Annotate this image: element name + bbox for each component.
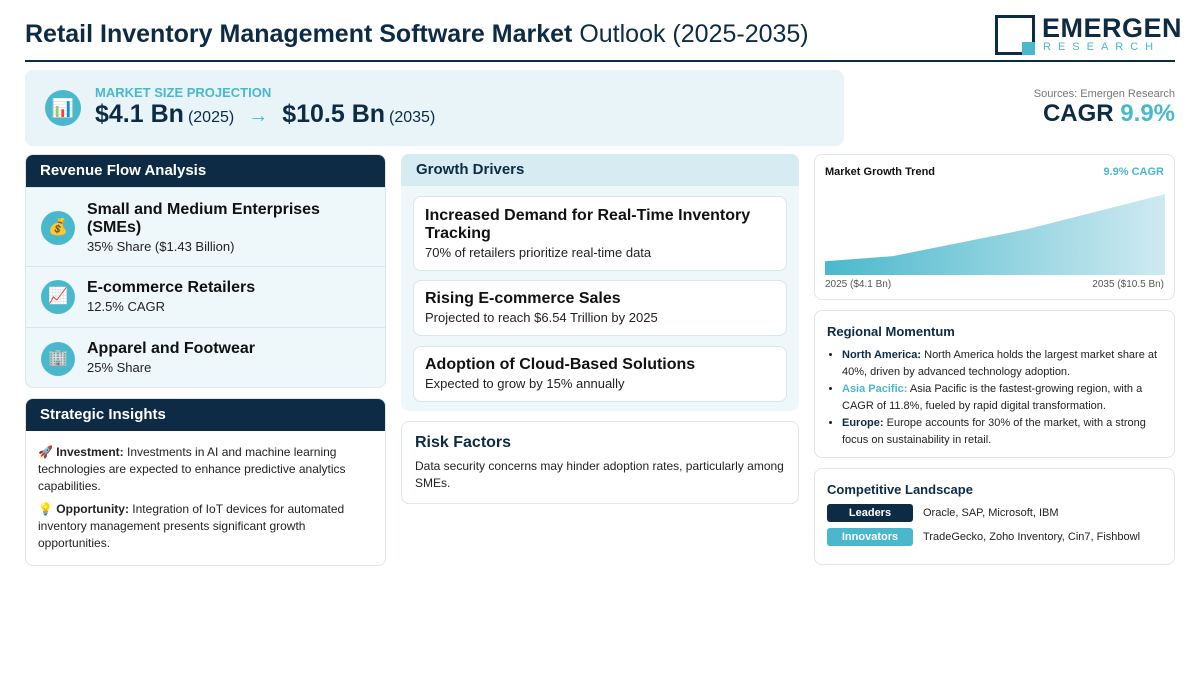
insight-label: Opportunity: <box>56 502 129 516</box>
driver-title: Rising E-commerce Sales <box>425 290 621 307</box>
bar-chart-icon: 📊 <box>45 90 81 126</box>
region-text: Europe accounts for 30% of the market, w… <box>842 417 1146 446</box>
region-item-europe: Europe: Europe accounts for 30% of the m… <box>842 415 1162 449</box>
growth-drivers-card: Growth Drivers Increased Demand for Real… <box>401 154 799 411</box>
lightbulb-icon: 💡 <box>38 502 53 516</box>
innovators-list: TradeGecko, Zoho Inventory, Cin7, Fishbo… <box>923 531 1141 543</box>
risk-factors-heading: Risk Factors <box>415 434 512 451</box>
revenue-item: 💰 Small and Medium Enterprises (SMEs) 35… <box>26 187 385 267</box>
end-year: (2035) <box>389 109 436 126</box>
risk-factors-card: Risk Factors Data security concerns may … <box>401 421 799 504</box>
revenue-item-sub: 35% Share ($1.43 Billion) <box>87 239 235 254</box>
strategic-insights-heading: Strategic Insights <box>26 399 385 431</box>
trend-end-label: 2035 ($10.5 Bn) <box>1092 279 1164 290</box>
region-name: Asia Pacific: <box>842 383 908 395</box>
title-rest: Outlook (2025-2035) <box>579 20 809 48</box>
logo-main-text: EMERGEN <box>1042 13 1183 43</box>
trend-title: Market Growth Trend <box>825 166 936 178</box>
arrow-icon: → <box>248 105 269 127</box>
competitive-landscape-heading: Competitive Landscape <box>827 482 973 497</box>
projection-label: MARKET SIZE PROJECTION <box>95 85 272 100</box>
cagr-label: CAGR <box>1042 100 1114 127</box>
driver-item: Rising E-commerce Sales Projected to rea… <box>413 280 787 336</box>
strategic-insights-card: Strategic Insights 🚀 Investment: Investm… <box>25 398 386 566</box>
start-year: (2025) <box>187 109 235 126</box>
driver-item: Adoption of Cloud-Based Solutions Expect… <box>413 346 787 402</box>
trend-area-chart <box>825 194 1165 275</box>
trend-area <box>825 194 1165 275</box>
driver-sub: Expected to grow by 15% annually <box>425 376 625 391</box>
driver-sub: 70% of retailers prioritize real-time da… <box>425 245 652 260</box>
region-item-north-america: North America: North America holds the l… <box>842 347 1162 381</box>
region-list: North America: North America holds the l… <box>842 347 1162 449</box>
market-size-projection: 📊 MARKET SIZE PROJECTION $4.1 Bn (2025) → $… <box>25 70 844 146</box>
trend-start-label: 2025 ($4.1 Bn) <box>825 279 892 290</box>
insight-text: Integration of IoT devices for automated… <box>38 502 345 550</box>
emergen-logo: EMERGEN RESEARCH <box>995 13 1182 56</box>
revenue-item-title: Apparel and Footwear <box>87 340 256 357</box>
revenue-item-title: E-commerce Retailers <box>87 279 256 296</box>
revenue-item: 🏢 Apparel and Footwear 25% Share <box>26 327 385 387</box>
region-text: North America holds the largest market s… <box>842 349 1158 378</box>
logo-sub-text: RESEARCH <box>1043 41 1161 53</box>
revenue-flow-card: Revenue Flow Analysis 💰 Small and Medium… <box>25 154 386 388</box>
building-icon: 🏢 <box>41 342 75 376</box>
revenue-item-title: Small and Medium Enterprises (SMEs) <box>87 201 320 236</box>
insight-investment: 🚀 Investment: Investments in AI and mach… <box>38 444 373 495</box>
growth-drivers-heading: Growth Drivers <box>401 154 799 186</box>
risk-factors-text: Data security concerns may hinder adopti… <box>415 459 784 490</box>
leaders-badge: Leaders <box>827 504 913 522</box>
logo-mark-icon <box>995 15 1035 55</box>
region-name: Europe: <box>842 417 884 429</box>
driver-item: Increased Demand for Real-Time Inventory… <box>413 196 787 271</box>
rocket-icon: 🚀 <box>38 445 53 459</box>
insight-label: Investment: <box>56 445 124 459</box>
region-name: North America: <box>842 349 922 361</box>
driver-title: Increased Demand for Real-Time Inventory… <box>425 207 751 242</box>
driver-sub: Projected to reach $6.54 Trillion by 202… <box>425 310 658 325</box>
revenue-item-sub: 25% Share <box>87 360 152 375</box>
start-value: $4.1 Bn <box>95 100 184 128</box>
revenue-item: 📈 E-commerce Retailers 12.5% CAGR <box>26 266 385 327</box>
cagr-value: 9.9% <box>1120 100 1175 127</box>
region-text: Asia Pacific is the fastest-growing regi… <box>842 383 1143 412</box>
projection-values: $4.1 Bn (2025) → $10.5 Bn (2035) <box>95 100 435 129</box>
insight-opportunity: 💡 Opportunity: Integration of IoT device… <box>38 501 373 552</box>
trend-cagr: 9.9% CAGR <box>1103 166 1164 178</box>
competitive-landscape-card: Competitive Landscape Leaders Oracle, SA… <box>814 468 1175 565</box>
page-title: Retail Inventory Management Software Mar… <box>25 20 809 49</box>
revenue-flow-heading: Revenue Flow Analysis <box>26 155 385 187</box>
title-bold: Retail Inventory Management Software Mar… <box>25 20 573 48</box>
market-growth-trend-card: Market Growth Trend 9.9% CAGR 2025 ($4.1… <box>814 154 1175 300</box>
page-header: Retail Inventory Management Software Mar… <box>25 12 1182 62</box>
regional-momentum-card: Regional Momentum North America: North A… <box>814 310 1175 458</box>
regional-momentum-heading: Regional Momentum <box>827 324 955 339</box>
sources-note: Sources: Emergen Research <box>1033 88 1175 100</box>
driver-title: Adoption of Cloud-Based Solutions <box>425 356 696 373</box>
insight-text: Investments in AI and machine learning t… <box>38 445 346 493</box>
leaders-list: Oracle, SAP, Microsoft, IBM <box>923 507 1059 519</box>
region-item-asia-pacific: Asia Pacific: Asia Pacific is the fastes… <box>842 381 1162 415</box>
cagr-summary: CAGR 9.9% <box>1043 100 1175 128</box>
end-value: $10.5 Bn <box>282 100 386 128</box>
money-bag-icon: 💰 <box>41 211 75 245</box>
revenue-item-sub: 12.5% CAGR <box>87 299 166 314</box>
chart-up-icon: 📈 <box>41 280 75 314</box>
innovators-badge: Innovators <box>827 528 913 546</box>
